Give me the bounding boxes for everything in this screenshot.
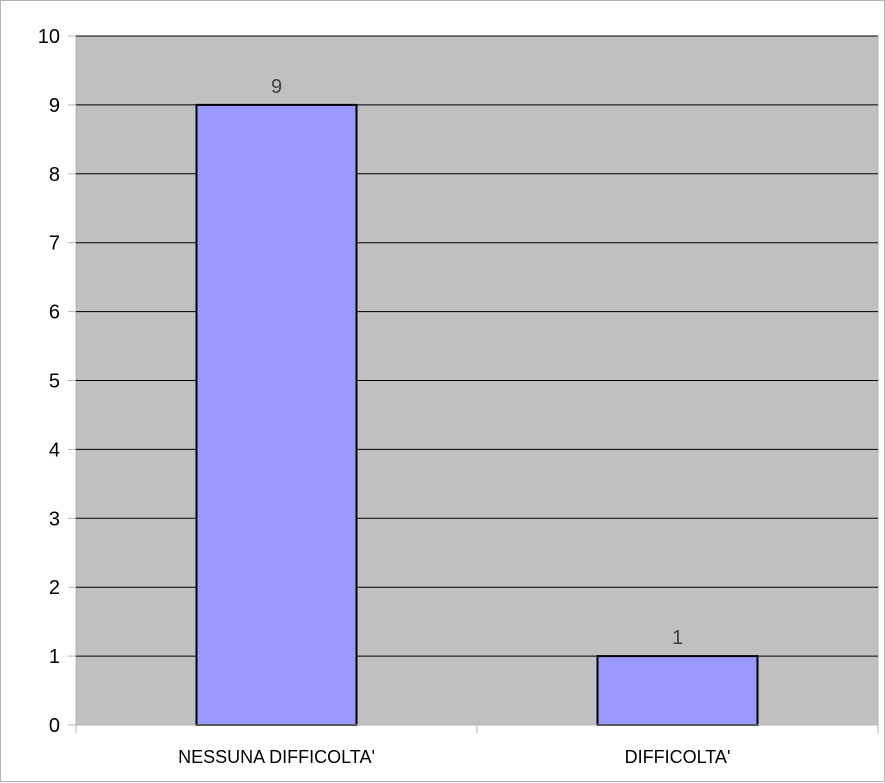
y-tick-label-2: 2 [49, 577, 60, 599]
y-tick-label-9: 9 [49, 95, 60, 117]
y-tick-label-1: 1 [49, 646, 60, 668]
y-tick-label-5: 5 [49, 371, 60, 393]
data-label-0: 9 [271, 76, 282, 98]
y-tick-label-6: 6 [49, 302, 60, 324]
axes [68, 35, 879, 733]
bar-0 [195, 103, 358, 726]
labels: 0 1 2 3 4 5 6 7 8 9 10 9 NESSUNA DIFFICOLTA' 1 DIFFICO… [38, 26, 731, 767]
bar-1 [596, 655, 759, 726]
y-tick-label-8: 8 [49, 164, 60, 186]
y-tick-label-3: 3 [49, 508, 60, 530]
y-tick-label-4: 4 [49, 439, 60, 461]
y-tick-label-7: 7 [49, 233, 60, 255]
x-category-label-0: NESSUNA DIFFICOLTA' [178, 747, 375, 767]
x-category-label-1: DIFFICOLTA' [625, 747, 731, 767]
data-label-1: 1 [672, 627, 683, 649]
y-tick-label-10: 10 [38, 26, 60, 48]
y-tick-label-0: 0 [49, 715, 60, 737]
